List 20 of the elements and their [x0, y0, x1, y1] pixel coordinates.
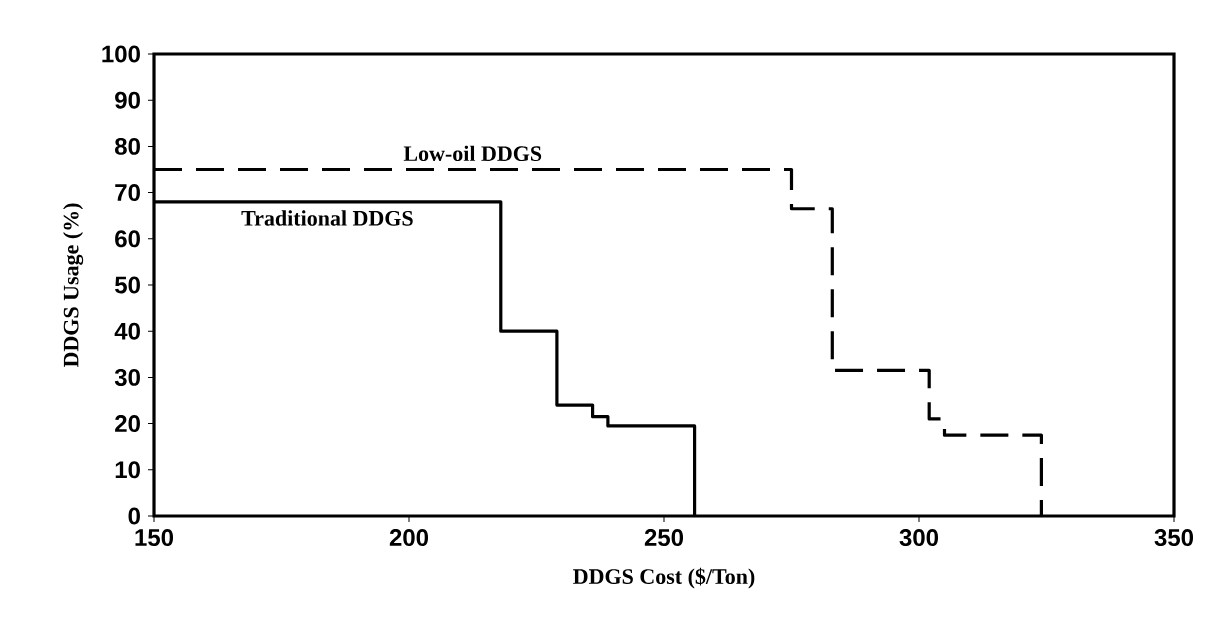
x-tick-label: 200 — [389, 529, 429, 547]
y-tick-label: 40 — [114, 322, 140, 340]
y-axis-title: DDGS Usage (%) — [63, 203, 84, 368]
y-tick-label: 20 — [115, 415, 140, 433]
y-tick-label: 90 — [115, 91, 140, 109]
y-tick-label: 30 — [114, 368, 140, 386]
y-tick-label: 80 — [114, 137, 140, 155]
y-tick-label: 50 — [114, 276, 140, 294]
x-tick-label: 150 — [135, 529, 174, 547]
x-axis-title: DDGS Cost ($/Ton) — [573, 567, 755, 589]
x-tick-label: 300 — [899, 529, 939, 547]
y-tick-label: 10 — [115, 461, 140, 479]
y-tick-label: 60 — [115, 230, 140, 248]
y-tick-label: 100 — [102, 45, 140, 63]
y-tick-label: 70 — [115, 184, 140, 202]
series-label: Low-oil DDGS — [403, 145, 542, 162]
series-label: Traditional DDGS — [241, 210, 413, 226]
x-tick-label: 250 — [644, 529, 684, 547]
y-tick-label: 0 — [128, 507, 140, 525]
x-tick-label: 350 — [1154, 529, 1194, 547]
